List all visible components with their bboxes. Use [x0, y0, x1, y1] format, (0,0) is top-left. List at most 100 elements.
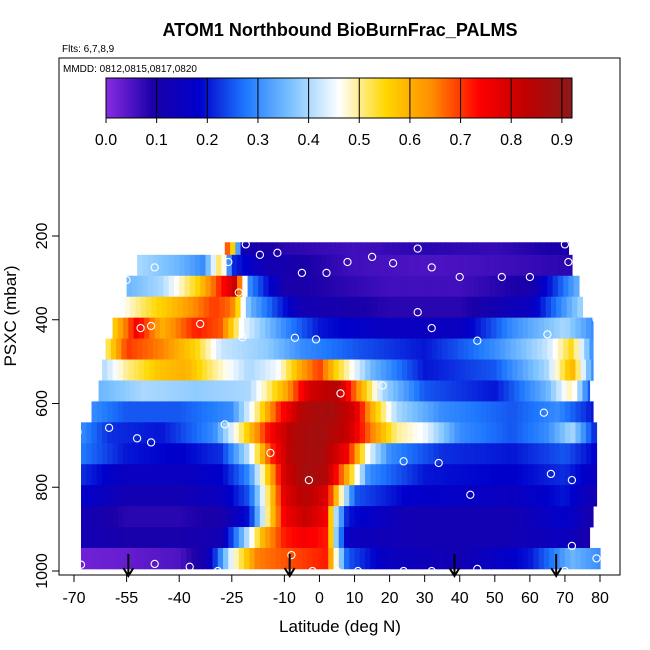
heatmap-cell [370, 464, 377, 486]
heatmap-cell [158, 254, 165, 277]
heatmap-cell [286, 443, 293, 465]
heatmap-cell [322, 359, 329, 381]
heatmap-cell [356, 242, 363, 256]
heatmap-cell [380, 485, 387, 507]
heatmap-cell [144, 422, 150, 444]
heatmap-cell [238, 485, 245, 507]
heatmap-cell [501, 443, 508, 465]
heatmap-cell [347, 338, 354, 360]
heatmap-cell [189, 254, 196, 277]
heatmap-cell [480, 506, 487, 528]
heatmap-cell [503, 296, 510, 319]
heatmap-cell [91, 464, 98, 486]
heatmap-cell [429, 242, 436, 256]
heatmap-cell [514, 242, 520, 256]
heatmap-cell [173, 275, 180, 298]
heatmap-cell [96, 464, 103, 486]
heatmap-cell [152, 275, 159, 298]
heatmap-cell [186, 485, 193, 507]
heatmap-cell [305, 275, 312, 298]
heatmap-row [81, 547, 601, 570]
heatmap-cell [280, 401, 287, 423]
heatmap-cell [322, 401, 329, 423]
heatmap-cell [361, 296, 368, 319]
heatmap-cell [265, 317, 271, 339]
heatmap-cell [230, 296, 236, 319]
heatmap-cell [279, 275, 285, 298]
heatmap-cell [508, 380, 515, 402]
heatmap-cell [86, 547, 93, 570]
heatmap-cell [496, 422, 503, 444]
heatmap-cell [245, 242, 252, 256]
heatmap-cell [296, 485, 303, 507]
heatmap-cell [280, 527, 287, 549]
heatmap-cell [459, 317, 466, 339]
heatmap-cell [154, 317, 161, 339]
heatmap-cell [380, 506, 387, 528]
heatmap-cell [138, 464, 145, 486]
heatmap-cell [417, 464, 424, 486]
heatmap-cell [417, 527, 424, 549]
heatmap-cell [559, 485, 566, 507]
heatmap-cell [107, 527, 114, 549]
colorbar-tick-label: 0.4 [297, 132, 319, 149]
heatmap-cell [365, 401, 371, 423]
heatmap-cell [547, 338, 554, 360]
heatmap-cell [519, 242, 526, 256]
heatmap-cell [117, 485, 124, 507]
heatmap-cell [310, 338, 317, 360]
heatmap-cell [217, 443, 224, 465]
heatmap-cell [540, 296, 547, 319]
heatmap-cell [582, 380, 589, 402]
heatmap-cell [507, 527, 513, 549]
heatmap-cell [128, 527, 135, 549]
heatmap-cell [538, 317, 545, 339]
heatmap-cell [564, 506, 571, 528]
x-tick-label: -70 [62, 590, 85, 607]
heatmap-cell [500, 275, 506, 298]
heatmap-cell [412, 359, 419, 381]
sample-point [539, 408, 549, 417]
heatmap-cell [175, 506, 182, 528]
heatmap-cell [319, 380, 326, 402]
heatmap-cell [317, 547, 324, 570]
heatmap-cell [391, 401, 398, 423]
heatmap-cell [277, 296, 284, 319]
heatmap-cell [270, 443, 277, 465]
heatmap-cell [238, 443, 245, 465]
heatmap-cell [554, 422, 561, 444]
heatmap-cell [324, 296, 331, 319]
heatmap-cell [275, 527, 282, 549]
heatmap-cell [296, 422, 303, 444]
heatmap-cell [533, 547, 540, 570]
heatmap-cell [459, 485, 466, 507]
heatmap-cell [370, 422, 377, 444]
heatmap-cell [422, 506, 429, 528]
sample-point [297, 268, 307, 278]
heatmap-cell [254, 359, 261, 381]
heatmap-cell [86, 506, 93, 528]
heatmap-cell [412, 317, 419, 339]
heatmap-cell [428, 464, 435, 486]
heatmap-cell [412, 422, 419, 444]
heatmap-cell [123, 527, 129, 549]
heatmap-cell [449, 547, 456, 570]
sample-point [196, 319, 205, 329]
heatmap-cell [443, 485, 450, 507]
heatmap-cell [563, 275, 570, 298]
heatmap-cell [443, 547, 450, 570]
heatmap-cell [366, 242, 373, 256]
heatmap-cell [475, 485, 482, 507]
heatmap-cell [170, 527, 177, 549]
heatmap-cell [580, 464, 587, 486]
heatmap-cell [552, 254, 559, 277]
heatmap-cell [500, 338, 506, 360]
heatmap-cell [564, 422, 571, 444]
heatmap-cell [249, 464, 256, 486]
heatmap-cell [289, 254, 296, 277]
heatmap-cell [556, 380, 563, 402]
heatmap-row [81, 527, 591, 549]
heatmap-cell [240, 242, 247, 256]
heatmap-cell [126, 338, 133, 360]
heatmap-cell [370, 443, 377, 465]
